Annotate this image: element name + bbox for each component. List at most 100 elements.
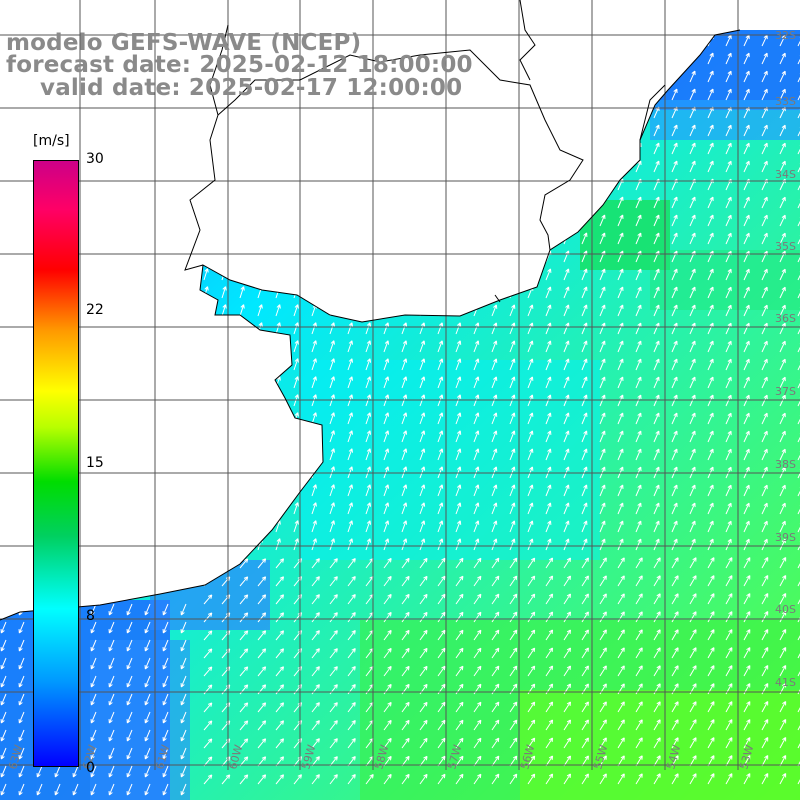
- wind-arrow: [545, 466, 552, 479]
- wind-arrow: [162, 765, 169, 778]
- wind-arrow: [54, 783, 61, 796]
- wind-arrow: [311, 502, 317, 515]
- wind-arrow: [90, 783, 97, 796]
- wind-arrow: [108, 747, 115, 760]
- wind-arrow: [797, 538, 800, 551]
- wind-arrow: [707, 322, 714, 335]
- wind-arrow: [509, 557, 518, 569]
- wind-arrow: [455, 719, 464, 731]
- wind-arrow: [473, 755, 482, 767]
- wind-arrow: [779, 557, 787, 569]
- wind-arrow: [725, 575, 733, 587]
- wind-arrow: [311, 702, 320, 713]
- wind-arrow: [437, 484, 444, 497]
- wind-arrow: [581, 665, 589, 677]
- lon-label: 63W: [6, 743, 25, 771]
- wind-arrow: [761, 593, 769, 605]
- wind-arrow: [725, 412, 732, 425]
- wind-arrow: [635, 737, 643, 749]
- wind-arrow: [635, 719, 643, 731]
- wind-arrow: [491, 719, 500, 731]
- wind-arrow: [383, 520, 390, 533]
- wind-arrow: [491, 665, 500, 677]
- wind-arrow: [509, 466, 516, 479]
- wind-arrow: [144, 711, 151, 724]
- colorbar-unit: [m/s]: [33, 133, 70, 149]
- wind-arrow: [689, 322, 696, 335]
- wind-arrow: [563, 719, 572, 731]
- wind-arrow: [329, 666, 338, 677]
- wind-arrow: [653, 719, 661, 731]
- wind-arrow: [797, 142, 800, 155]
- wind-arrow: [473, 376, 480, 389]
- wind-arrow: [203, 738, 213, 749]
- wind-arrow: [635, 358, 642, 371]
- wind-arrow: [180, 603, 187, 616]
- wind-arrow: [761, 575, 769, 587]
- wind-arrow: [383, 719, 392, 731]
- wind-arrow: [18, 747, 25, 760]
- wind-arrow: [797, 700, 800, 713]
- wind-arrow: [347, 538, 353, 551]
- wind-arrow: [599, 575, 607, 587]
- wind-arrow: [491, 575, 500, 587]
- wind-arrow: [689, 214, 696, 227]
- wind-arrow: [401, 358, 408, 371]
- wind-arrow: [401, 466, 408, 479]
- wind-arrow: [707, 484, 714, 497]
- wind-arrow: [599, 701, 607, 713]
- wind-arrow: [545, 557, 554, 569]
- wind-arrow: [743, 304, 750, 317]
- wind-arrow: [509, 611, 518, 623]
- wind-arrow: [779, 502, 786, 515]
- wind-arrow: [203, 774, 213, 785]
- wind-arrow: [455, 502, 462, 515]
- wind-arrow: [707, 196, 714, 209]
- wind-arrow: [671, 232, 678, 245]
- wind-arrow: [545, 719, 554, 731]
- wind-arrow: [689, 430, 696, 443]
- wind-arrow: [743, 773, 751, 785]
- wind-arrow: [545, 268, 552, 281]
- wind-arrow: [401, 376, 408, 389]
- wind-arrow: [437, 340, 444, 353]
- wind-arrow: [126, 693, 133, 706]
- wind-arrow: [617, 611, 625, 623]
- wind-arrow: [455, 484, 462, 497]
- wind-arrow: [743, 557, 751, 569]
- wind-arrow: [689, 773, 697, 785]
- wind-arrow: [563, 755, 572, 767]
- wind-arrow: [401, 430, 408, 443]
- wind-arrow: [653, 286, 660, 299]
- wind-arrow: [581, 701, 589, 713]
- wind-arrow: [473, 575, 482, 587]
- wind-arrow: [419, 647, 428, 659]
- wind-arrow: [108, 711, 115, 724]
- wind-arrow: [635, 304, 642, 317]
- wind-arrow: [563, 322, 570, 335]
- wind-arrow: [347, 358, 353, 371]
- wind-arrow: [473, 358, 480, 371]
- wind-arrow: [383, 557, 392, 569]
- lon-label: 58W: [372, 743, 391, 771]
- wind-arrow: [0, 783, 7, 796]
- wind-arrow: [162, 693, 169, 706]
- wind-arrow: [545, 448, 552, 461]
- wind-arrow: [617, 575, 625, 587]
- wind-arrow: [401, 629, 410, 641]
- colorbar-tick-0: 0: [86, 760, 95, 776]
- wind-arrow: [689, 484, 696, 497]
- wind-arrow: [707, 520, 714, 533]
- wind-arrow: [653, 665, 661, 677]
- wind-arrow: [779, 70, 786, 83]
- wind-arrow: [671, 286, 678, 299]
- wind-arrow: [419, 737, 428, 749]
- wind-arrow: [329, 520, 335, 533]
- wind-arrow: [527, 629, 536, 641]
- wind-arrow: [144, 603, 151, 616]
- wind-arrow: [509, 520, 516, 533]
- wind-arrow: [761, 412, 768, 425]
- wind-arrow: [90, 693, 97, 706]
- wind-arrow: [725, 520, 732, 533]
- colorbar: [33, 160, 79, 767]
